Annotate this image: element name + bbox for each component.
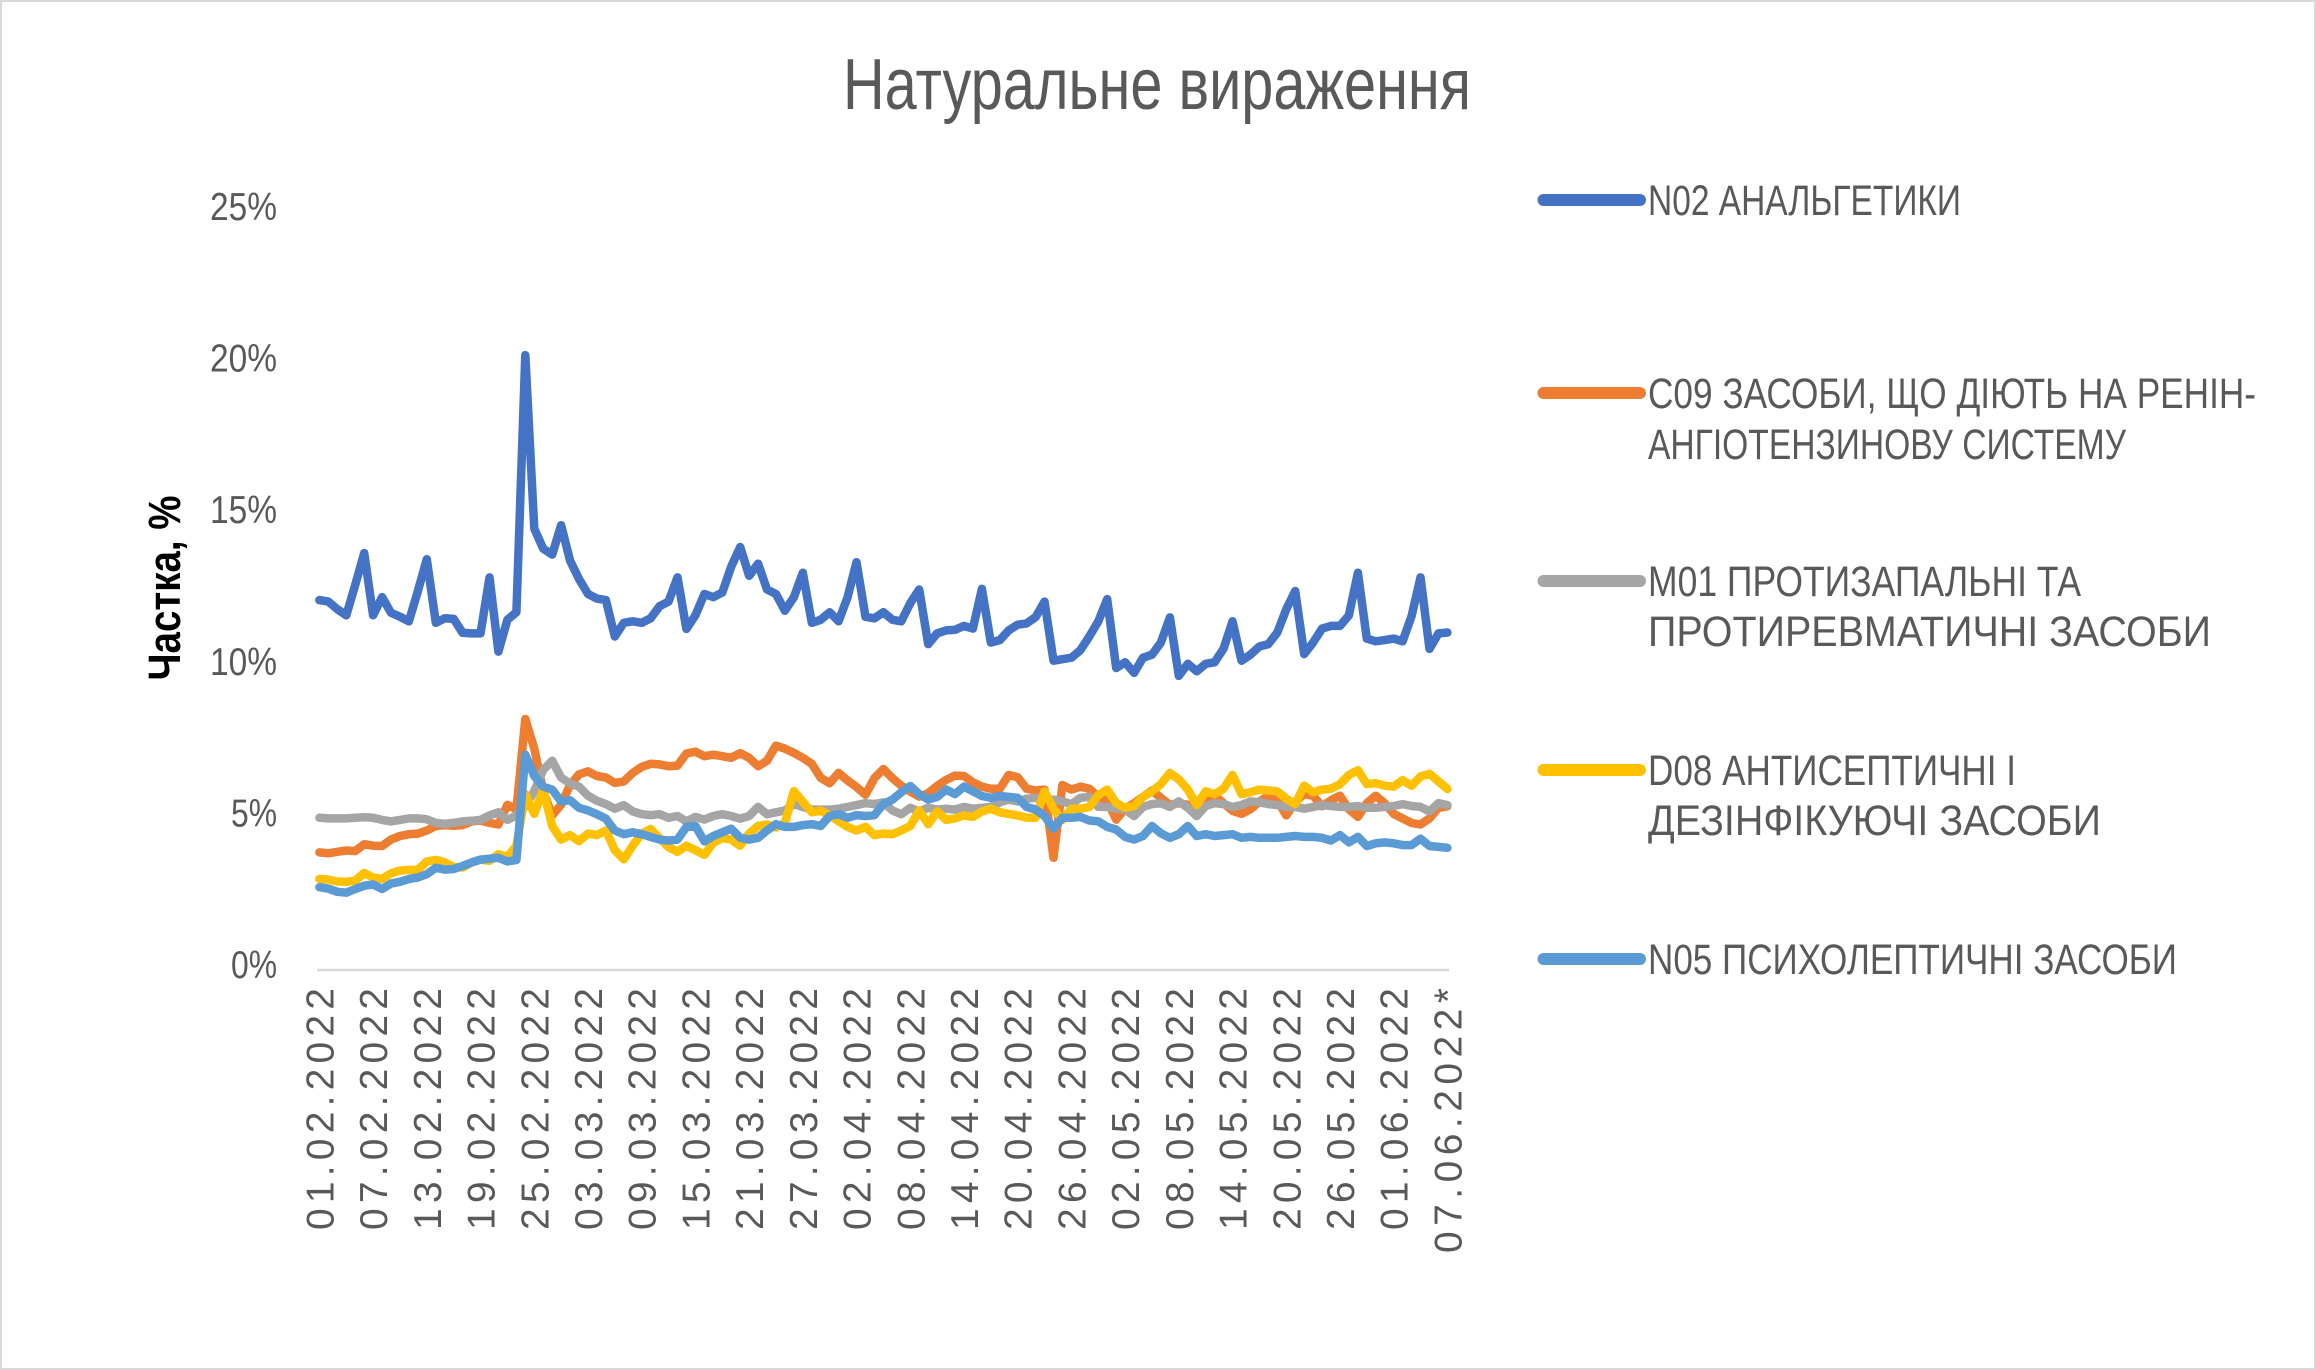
svg-text:АНГІОТЕНЗИНОВУ СИСТЕМУ: АНГІОТЕНЗИНОВУ СИСТЕМУ <box>1648 421 2127 469</box>
svg-text:Натуральне вираження: Натуральне вираження <box>843 45 1471 125</box>
svg-text:C09 ЗАСОБИ, ЩО ДІЮТЬ НА РЕНІН-: C09 ЗАСОБИ, ЩО ДІЮТЬ НА РЕНІН- <box>1648 370 2256 418</box>
svg-text:Частка, %: Частка, % <box>139 496 190 681</box>
svg-text:ДЕЗІНФІКУЮЧІ ЗАСОБИ: ДЕЗІНФІКУЮЧІ ЗАСОБИ <box>1648 797 2101 845</box>
svg-text:D08 АНТИСЕПТИЧНІ І: D08 АНТИСЕПТИЧНІ І <box>1648 747 2016 795</box>
svg-text:N05 ПСИХОЛЕПТИЧНІ ЗАСОБИ: N05 ПСИХОЛЕПТИЧНІ ЗАСОБИ <box>1648 936 2177 984</box>
svg-text:M01 ПРОТИЗАПАЛЬНІ ТА: M01 ПРОТИЗАПАЛЬНІ ТА <box>1648 558 2081 606</box>
svg-text:N02 АНАЛЬГЕТИКИ: N02 АНАЛЬГЕТИКИ <box>1648 177 1961 225</box>
svg-text:07.06.2022*: 07.06.2022* <box>1427 988 1470 1253</box>
svg-text:25%: 25% <box>210 186 277 229</box>
svg-text:10%: 10% <box>210 641 277 684</box>
svg-text:ПРОТИРЕВМАТИЧНІ ЗАСОБИ: ПРОТИРЕВМАТИЧНІ ЗАСОБИ <box>1648 608 2211 656</box>
svg-text:15%: 15% <box>210 489 277 532</box>
svg-text:0%: 0% <box>231 944 277 987</box>
svg-text:5%: 5% <box>231 792 277 835</box>
svg-text:20%: 20% <box>210 338 277 381</box>
